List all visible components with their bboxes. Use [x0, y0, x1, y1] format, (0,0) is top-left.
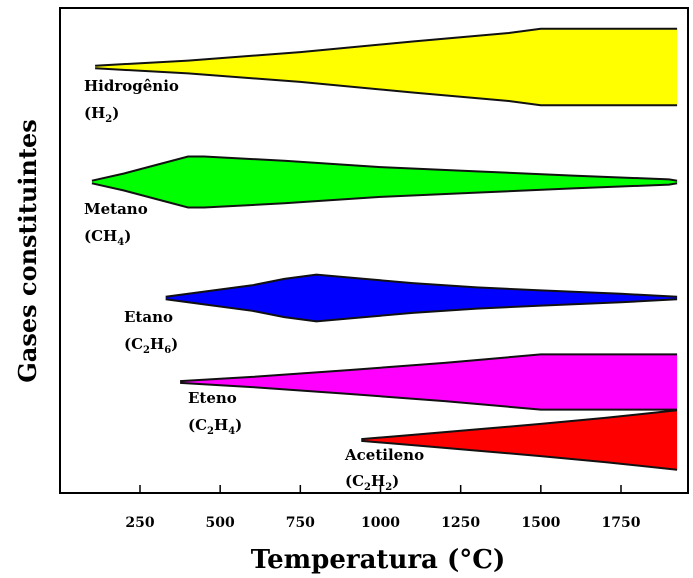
series-shape-acetileno: [361, 410, 678, 470]
series-formula-hidrognio: (H2): [84, 104, 119, 125]
series-label-metano: Metano: [84, 200, 148, 218]
series-formula-metano: (CH4): [84, 227, 131, 248]
series-edge-bottom-acetileno: [361, 439, 678, 471]
series-shape-etano: [165, 274, 678, 322]
series-label-hidrognio: Hidrogênio: [84, 77, 179, 95]
series-edge-top-acetileno: [361, 409, 678, 441]
series-label-acetileno: Acetileno: [344, 446, 424, 464]
series-edge-bottom-eteno: [180, 381, 678, 411]
series-label-etano: Etano: [124, 308, 173, 326]
series-edge-top-etano: [165, 273, 678, 298]
series-formula-etano: (C2H6): [124, 335, 178, 356]
series-edge-top-hidrognio: [95, 27, 678, 67]
x-axis-title: Temperatura (°C): [251, 545, 506, 575]
x-tick-label: 1750: [602, 515, 641, 531]
series-edge-top-metano: [91, 155, 678, 182]
x-tick-label: 1000: [361, 515, 400, 531]
x-tick-label: 1250: [441, 515, 480, 531]
series-shape-hidrognio: [95, 28, 678, 106]
x-tick-label: 500: [206, 515, 235, 531]
series-label-eteno: Eteno: [188, 389, 237, 407]
series-shape-metano: [91, 156, 678, 208]
series-shape-eteno: [180, 354, 678, 410]
x-tick-label: 250: [125, 515, 154, 531]
series-edge-top-eteno: [180, 353, 678, 383]
x-tick-label: 750: [286, 515, 315, 531]
series-formula-acetileno: (C2H2): [345, 472, 399, 493]
series-formula-eteno: (C2H4): [188, 416, 242, 437]
series-edge-bottom-etano: [165, 298, 678, 323]
series-edge-bottom-metano: [91, 182, 678, 209]
x-tick-label: 1500: [521, 515, 560, 531]
plot-frame: [59, 7, 689, 494]
series-edge-bottom-hidrognio: [95, 67, 678, 107]
y-axis-title: Gases constituintes: [13, 119, 42, 382]
